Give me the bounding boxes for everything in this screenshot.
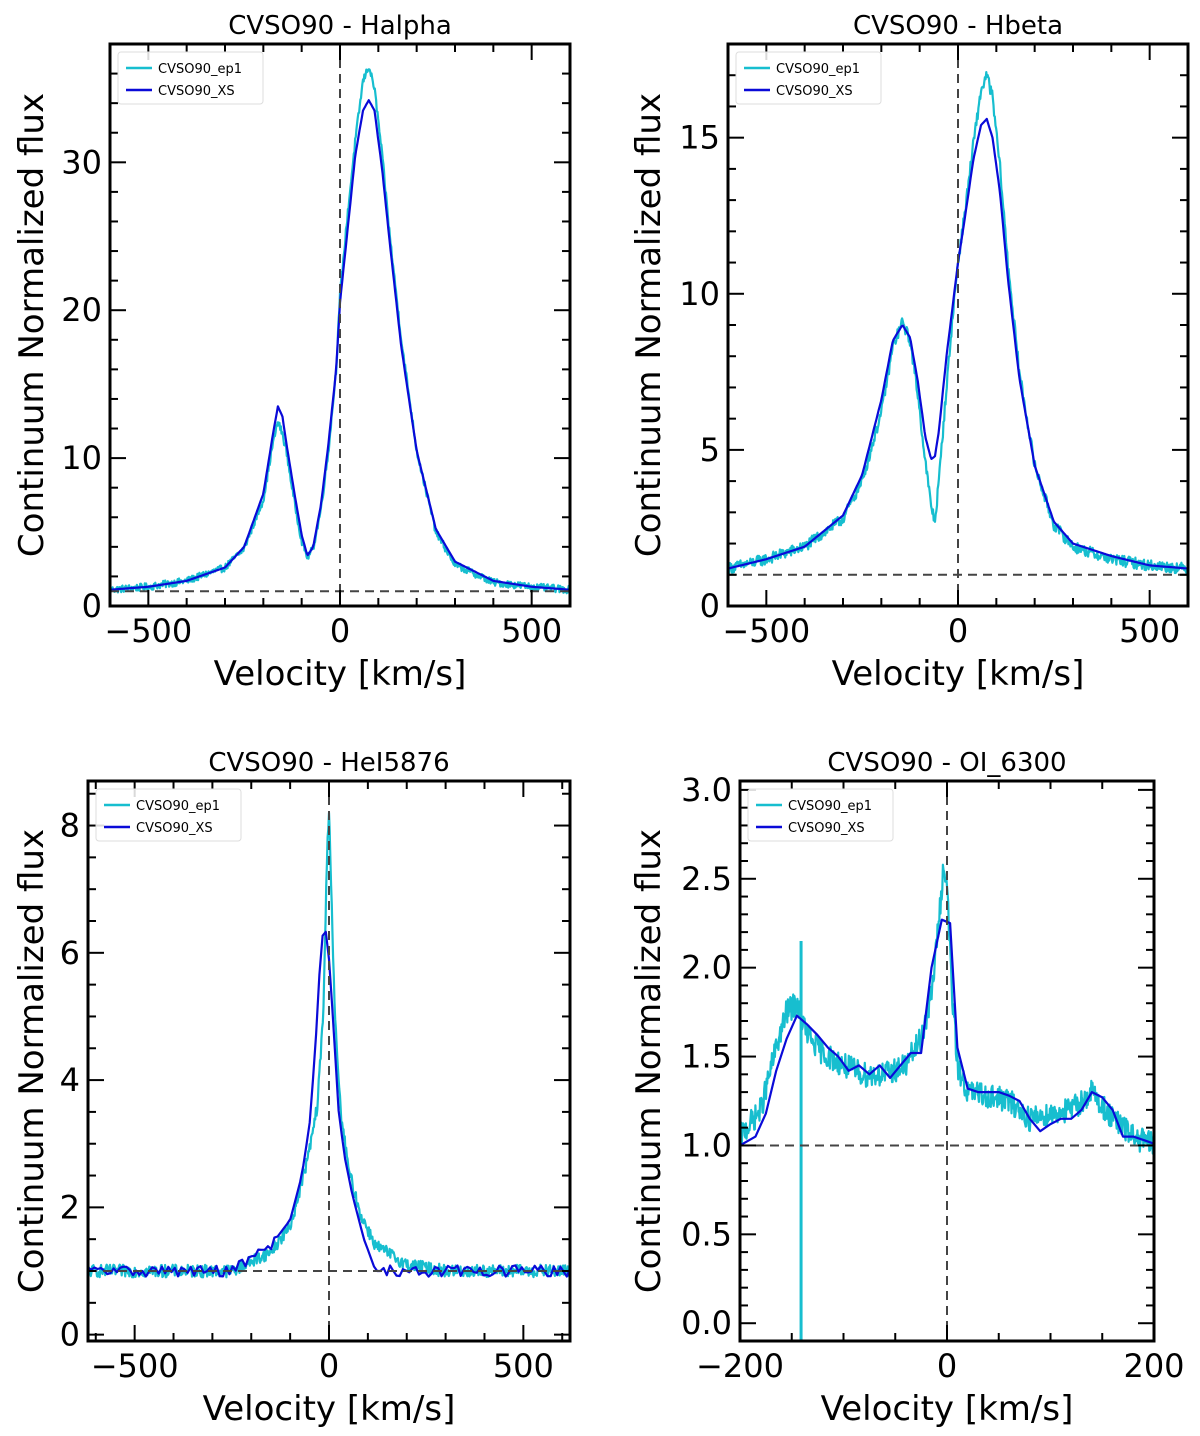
legend: CVSO90_ep1 CVSO90_XS [117, 51, 264, 105]
y-tick-label: 3.0 [681, 771, 732, 809]
x-tick-label: 500 [493, 1347, 554, 1385]
y-tick-label: 1.5 [681, 1038, 732, 1076]
series-line-cvso90-xs [88, 930, 570, 1278]
legend-label: CVSO90_ep1 [788, 799, 872, 814]
panel-title: CVSO90 - Hbeta [853, 11, 1063, 41]
axes-frame [726, 42, 1190, 608]
y-axis-label: Continuum Normalized flux [629, 829, 669, 1293]
panel-title: CVSO90 - Halpha [228, 11, 452, 41]
axes-frame [108, 42, 572, 608]
ticks [727, 43, 1189, 607]
x-tick-label: 500 [1119, 612, 1180, 650]
legend-box [747, 788, 894, 842]
y-tick-label: 20 [61, 291, 102, 329]
y-tick-label: 2.0 [681, 949, 732, 987]
legend-label: CVSO90_XS [776, 84, 853, 99]
y-tick-label: 0 [82, 587, 102, 625]
y-tick-label: 0.5 [681, 1215, 732, 1253]
y-tick-label: 2.5 [681, 860, 732, 898]
y-tick-label: 6 [60, 934, 80, 972]
y-tick-label: 0 [700, 587, 720, 625]
y-tick-label: 4 [60, 1061, 80, 1099]
legend-box [735, 51, 882, 105]
plot-area [728, 44, 1188, 606]
legend: CVSO90_ep1 CVSO90_XS [735, 51, 882, 105]
y-tick-label: 30 [61, 143, 102, 181]
x-tick-label: −200 [696, 1347, 784, 1385]
x-tick-label: 0 [319, 1347, 339, 1385]
series-line-cvso90-xs [740, 918, 1154, 1147]
legend: CVSO90_ep1 CVSO90_XS [747, 788, 894, 842]
x-tick-label: −500 [104, 612, 192, 650]
panel-4: CVSO90 - OI_6300 −200 0 200 0.0 0.5 1.0 1.5 2.0 2… [629, 748, 1185, 1429]
legend-box [117, 51, 264, 105]
legend-box [95, 788, 242, 842]
panel-3: CVSO90 - HeI5876 −500 0 500 0 2 4 6 8 Velocity [k… [12, 748, 572, 1429]
y-tick-label: 0.0 [681, 1304, 732, 1342]
y-axis-label: Continuum Normalized flux [12, 93, 52, 557]
legend-label: CVSO90_ep1 [158, 62, 242, 77]
x-tick-label: −500 [91, 1347, 179, 1385]
x-tick-label: 200 [1123, 1347, 1184, 1385]
x-tick-label: 0 [937, 1347, 957, 1385]
y-tick-label: 0 [60, 1316, 80, 1354]
y-tick-label: 15 [679, 119, 720, 157]
y-axis-label: Continuum Normalized flux [629, 93, 669, 557]
y-tick-label: 1.0 [681, 1126, 732, 1164]
x-tick-label: 500 [501, 612, 562, 650]
legend-label: CVSO90_XS [788, 821, 865, 836]
x-tick-label: 0 [330, 612, 350, 650]
plot-area [110, 44, 570, 606]
y-tick-label: 8 [60, 807, 80, 845]
plot-area [740, 781, 1154, 1341]
x-axis-label: Velocity [km/s] [832, 654, 1085, 694]
x-axis-label: Velocity [km/s] [821, 1389, 1074, 1429]
legend: CVSO90_ep1 CVSO90_XS [95, 788, 242, 842]
y-tick-label: 10 [679, 275, 720, 313]
y-axis-label: Continuum Normalized flux [12, 829, 52, 1293]
x-axis-label: Velocity [km/s] [214, 654, 467, 694]
x-axis-label: Velocity [km/s] [203, 1389, 456, 1429]
y-tick-label: 10 [61, 439, 102, 477]
x-tick-label: −500 [722, 612, 810, 650]
legend-label: CVSO90_XS [158, 84, 235, 99]
panel-title: CVSO90 - OI_6300 [827, 748, 1066, 778]
x-tick-label: 0 [948, 612, 968, 650]
ticks [109, 43, 571, 607]
ticks [88, 781, 570, 1341]
y-tick-label: 2 [60, 1188, 80, 1226]
ticks [739, 781, 1155, 1342]
panel-title: CVSO90 - HeI5876 [208, 748, 449, 778]
legend-label: CVSO90_ep1 [776, 62, 860, 77]
y-tick-label: 5 [700, 431, 720, 469]
legend-label: CVSO90_ep1 [136, 799, 220, 814]
legend-label: CVSO90_XS [136, 821, 213, 836]
plot-area [88, 781, 570, 1341]
